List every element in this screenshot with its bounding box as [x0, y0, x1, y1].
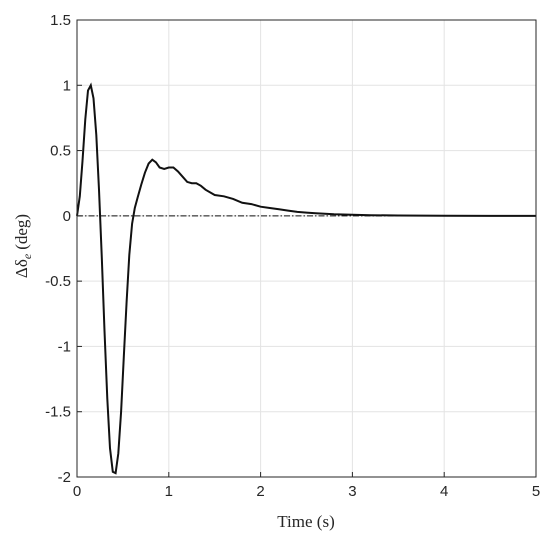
y-axis-label-main: Δδ	[12, 259, 31, 278]
y-tick-label: 1	[63, 77, 71, 94]
x-tick-label: 3	[348, 483, 356, 500]
y-tick-label: 0.5	[50, 143, 71, 160]
y-tick-label: -1.5	[45, 404, 71, 421]
grid	[76, 19, 537, 478]
y-tick-label: 0	[63, 208, 71, 225]
y-tick-label: -2	[58, 469, 71, 486]
y-axis-label: Δδe (deg)	[12, 214, 34, 278]
x-axis-ticks: 0 1 2 3 4 5	[73, 472, 540, 500]
y-tick-label: 1.5	[50, 12, 71, 29]
y-tick-label: -1	[58, 338, 71, 355]
y-axis-ticks: 1.5 1 0.5 0 -0.5 -1 -1.5 -2	[45, 12, 82, 486]
plot-area-border	[76, 19, 537, 478]
x-tick-label: 4	[440, 483, 448, 500]
y-tick-label: -0.5	[45, 273, 71, 290]
x-tick-label: 0	[73, 483, 81, 500]
y-axis-label-subscript: e	[20, 253, 34, 259]
x-tick-label: 2	[256, 483, 264, 500]
x-tick-label: 5	[532, 483, 540, 500]
x-axis-label: Time (s)	[277, 512, 334, 531]
series-layer	[76, 82, 536, 475]
response-line	[76, 82, 536, 475]
y-axis-label-unit: (deg)	[12, 214, 31, 250]
x-tick-label: 1	[165, 483, 173, 500]
